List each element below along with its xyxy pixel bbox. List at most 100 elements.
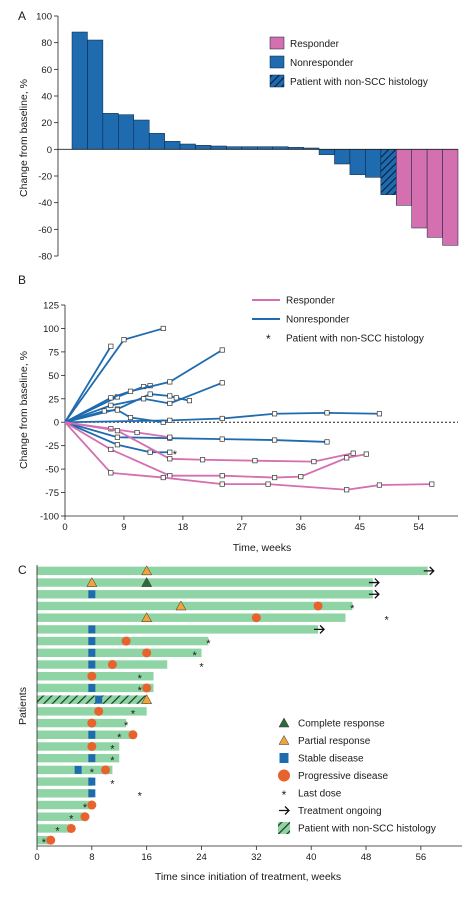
panel-b-x-axis-label: Time, weeks — [233, 542, 292, 554]
panel-b-point-marker — [147, 391, 153, 397]
panel-b-legend-star: * — [266, 332, 271, 346]
panel-c-patient-bar — [37, 566, 428, 576]
panel-b-star-marker: * — [173, 449, 178, 461]
panel-c-last-dose-marker: * — [206, 638, 211, 650]
panel-b-point-marker — [272, 437, 278, 443]
panel-c-last-dose-marker: * — [384, 615, 389, 627]
panel-b-point-marker — [219, 347, 225, 353]
panel-c-patient-row: * — [37, 789, 143, 802]
panel-b-point-marker — [363, 451, 369, 457]
panel-b-point-marker — [350, 450, 356, 456]
panel-c-patient-row — [37, 624, 325, 634]
panel-c-legend-label-sd: Stable disease — [298, 754, 364, 765]
panel-c-stable-disease-marker — [88, 777, 96, 786]
panel-c-progressive-disease-marker — [313, 601, 323, 611]
panel-c-patient-row: * — [37, 612, 389, 627]
panel-b-point-marker — [186, 398, 193, 404]
panel-b-x-tick-label: 27 — [237, 522, 248, 533]
panel-b-point-marker — [147, 449, 153, 455]
panel-b-point-marker — [167, 434, 173, 440]
panel-b-point-marker — [108, 343, 114, 349]
panel-b-y-tick-label: -50 — [45, 465, 59, 476]
panel-a-bar — [426, 149, 443, 238]
panel-b-point-marker — [127, 388, 134, 394]
panel-b-point-marker — [114, 428, 120, 434]
panel-c-last-dose-marker: * — [110, 755, 115, 767]
panel-c-legend-symbol-pd — [278, 769, 290, 782]
panel-c-patient-row: * — [37, 683, 154, 697]
panel-c-x-tick-label: 24 — [196, 852, 207, 863]
panel-c-patient-bar — [37, 707, 147, 716]
panel-b-point-marker — [219, 436, 225, 442]
panel-c-last-dose-marker: * — [131, 708, 136, 720]
panel-c-x-axis-label: Time since initiation of treatment, week… — [155, 871, 341, 883]
panel-a-bar — [148, 133, 165, 150]
panel-b-point-marker — [108, 470, 114, 476]
panel-b-point-marker — [272, 475, 278, 481]
panel-b-point-marker — [167, 393, 173, 399]
panel-a-waterfall-chart: A Change from baseline, % -80 -60 -40 -20 0 2… — [18, 9, 459, 263]
panel-c-last-dose-marker: * — [138, 790, 143, 802]
panel-b-legend-label-nonresponder: Nonresponder — [286, 315, 350, 326]
panel-a-bar — [334, 149, 351, 165]
panel-a-bar — [395, 149, 412, 206]
panel-c-patient-row: * — [37, 823, 76, 837]
panel-c-last-dose-marker: * — [199, 662, 204, 674]
panel-b-y-axis-label: Change from baseline, % — [18, 351, 30, 469]
panel-c-patient-bar — [37, 800, 92, 810]
panel-c-legend-label-ld: Last dose — [298, 789, 342, 800]
panel-c-patient-row: * — [37, 660, 204, 674]
panel-b-point-marker — [101, 408, 107, 414]
panel-c-legend-label-cr: Complete response — [298, 719, 385, 730]
panel-c-complete-response-marker — [141, 577, 153, 587]
panel-c-x-tick-label: 8 — [89, 852, 94, 863]
panel-a-y-tick-label: 0 — [47, 145, 52, 156]
panel-b-point-marker — [134, 429, 140, 436]
panel-a-bar — [210, 145, 227, 150]
panel-a-y-tick-label: -80 — [38, 252, 52, 263]
panel-c-partial-response-marker — [86, 577, 98, 587]
panel-b-point-marker — [272, 411, 278, 417]
panel-c-patient-bar — [37, 660, 168, 669]
panel-b-y-tick-label: 125 — [43, 301, 59, 312]
panel-b-series-line-nonresponder — [64, 421, 328, 443]
panel-c-progressive-disease-marker — [80, 812, 90, 822]
panel-a-y-tick-label: 40 — [41, 92, 52, 103]
panel-b-point-marker — [219, 380, 225, 386]
panel-b-y-tick-label: -100 — [40, 512, 59, 523]
panel-c-patient-bar — [37, 789, 92, 798]
panel-c-patient-bar — [37, 753, 120, 763]
panel-c-patient-bar — [37, 835, 51, 845]
panel-c-ongoing-arrow — [314, 624, 325, 634]
panel-a-bar — [365, 149, 382, 178]
panel-c-ongoing-arrow — [368, 589, 380, 599]
panel-c-partial-response-marker — [141, 565, 153, 576]
panel-a-bar — [179, 143, 196, 150]
panel-c-patient-bar — [37, 695, 147, 704]
panel-c-last-dose-marker: * — [110, 743, 115, 755]
panel-c-stable-disease-marker — [88, 683, 96, 692]
panel-b-point-marker — [127, 414, 134, 421]
panel-b-y-tick-label: 100 — [43, 324, 59, 335]
panel-b-x-tick-label: 9 — [121, 522, 126, 533]
panel-c-legend-label-ns: Patient with non-SCC histology — [298, 824, 436, 835]
panel-b-point-marker — [167, 379, 173, 385]
panel-c-patient-row: * — [37, 718, 129, 732]
panel-a-bar — [87, 39, 104, 150]
panel-b-point-marker — [108, 402, 114, 408]
panel-c-last-dose-marker: * — [193, 650, 198, 662]
panel-b-point-marker — [311, 459, 317, 465]
panel-c-last-dose-marker: * — [83, 802, 88, 814]
panel-b-series-line-nonresponder — [64, 345, 112, 423]
panel-c-patient-bar — [37, 578, 373, 587]
panel-a-y-tick-label: 20 — [41, 118, 52, 129]
panel-b-y-tick-label: 25 — [48, 394, 59, 405]
panel-b-point-marker — [141, 396, 147, 402]
panel-c-progressive-disease-marker — [87, 718, 97, 728]
panel-b-legend-label-star: Patient with non-SCC histology — [286, 334, 424, 345]
panel-c-stable-disease-marker — [74, 765, 82, 774]
panel-b-point-marker — [160, 325, 166, 331]
panel-b-y-tick-label: 0 — [54, 418, 59, 429]
panel-c-patient-bar — [37, 601, 353, 611]
panel-b-x-tick-label: 54 — [413, 522, 424, 533]
